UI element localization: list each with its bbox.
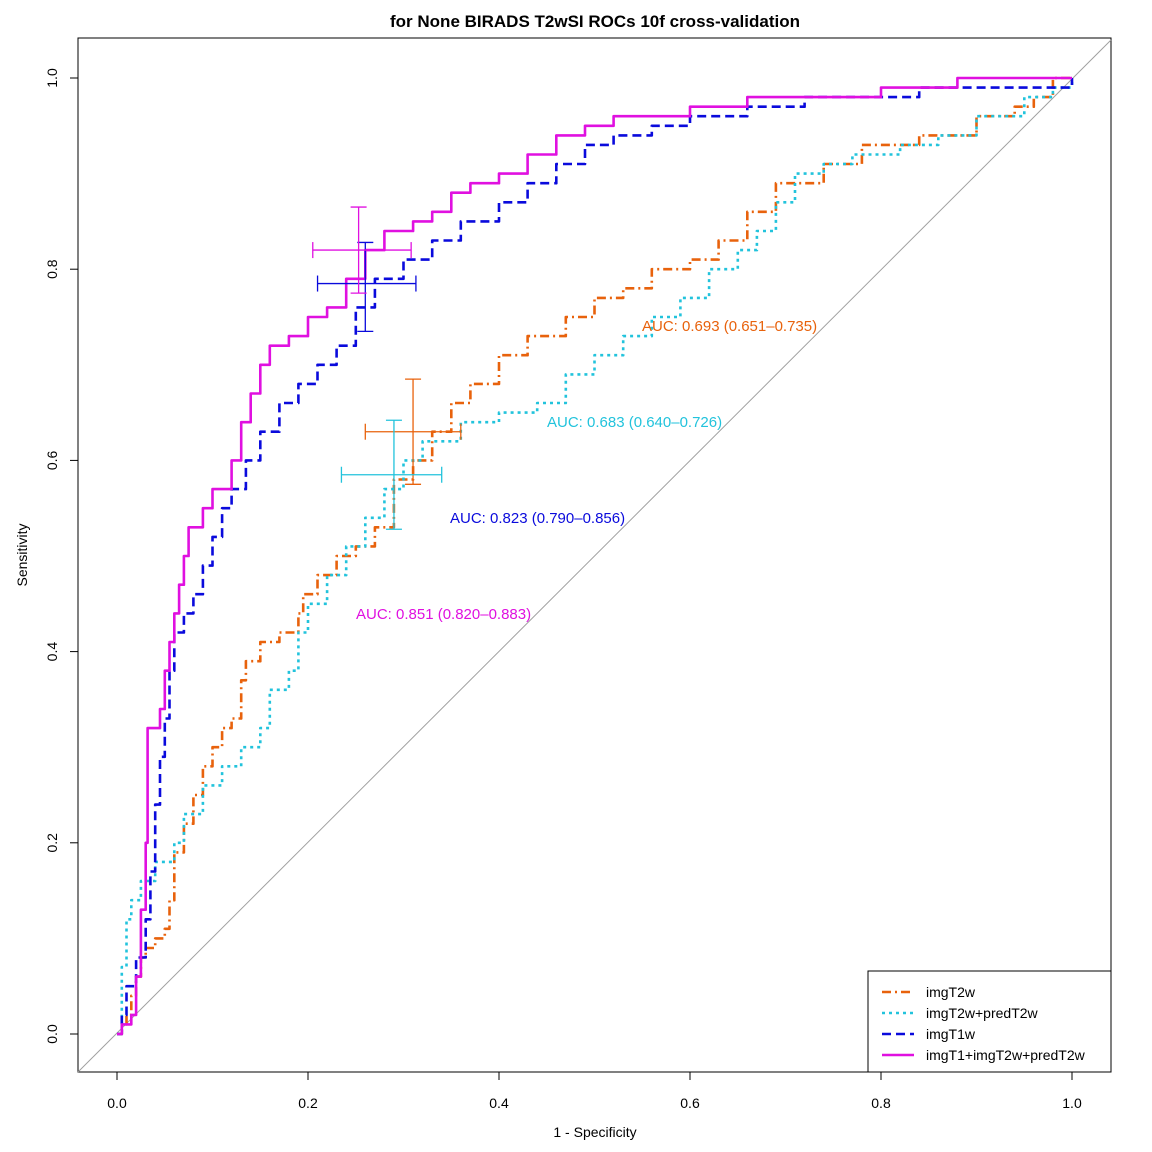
auc-labels: AUC: 0.693 (0.651–0.735) AUC: 0.683 (0.64… bbox=[356, 318, 817, 623]
auc-label-imgT2w+predT2w: AUC: 0.683 (0.640–0.726) bbox=[547, 414, 722, 431]
legend-label: imgT2w+predT2w bbox=[926, 1005, 1039, 1021]
auc-label-imgT1w: AUC: 0.823 (0.790–0.856) bbox=[450, 510, 625, 527]
roc-curve-imgT1+imgT2w+predT2w bbox=[117, 76, 1072, 1036]
x-axis-label: 1 - Specificity bbox=[553, 1124, 636, 1140]
y-tick-label: 0.0 bbox=[44, 1024, 60, 1044]
roc-curve-imgT2w+predT2w bbox=[117, 78, 1074, 1036]
crosshair-imgT2w+predT2w bbox=[340, 419, 443, 530]
y-tick-label: 0.2 bbox=[44, 833, 60, 853]
legend-label: imgT2w bbox=[926, 984, 976, 1000]
chart-title: for None BIRADS T2wSI ROCs 10f cross-val… bbox=[390, 12, 800, 31]
x-tick-label: 0.0 bbox=[107, 1095, 127, 1111]
legend: imgT2w imgT2w+predT2w imgT1w imgT1+imgT2w+p… bbox=[867, 970, 1112, 1073]
roc-curve-imgT1w bbox=[117, 78, 1074, 1036]
x-tick-label: 0.8 bbox=[871, 1095, 891, 1111]
reference-diagonal-line bbox=[77, 39, 1112, 1073]
legend-label: imgT1+imgT2w+predT2w bbox=[926, 1047, 1086, 1063]
roc-curves bbox=[117, 76, 1074, 1036]
crosshair-imgT2w bbox=[364, 378, 462, 485]
legend-label: imgT1w bbox=[926, 1026, 976, 1042]
operating-point-crosshairs bbox=[312, 206, 462, 530]
y-tick-label: 0.8 bbox=[44, 259, 60, 279]
auc-label-imgT1+imgT2w+predT2w: AUC: 0.851 (0.820–0.883) bbox=[356, 606, 531, 623]
y-axis-label: Sensitivity bbox=[14, 523, 30, 586]
y-tick-label: 0.4 bbox=[44, 642, 60, 662]
crosshair-imgT1w bbox=[316, 241, 417, 332]
crosshair-imgT1+imgT2w+predT2w bbox=[312, 206, 412, 294]
x-tick-label: 0.4 bbox=[489, 1095, 509, 1111]
reference-diagonal bbox=[77, 39, 1112, 1073]
y-axis: 0.0 0.2 0.4 0.6 0.8 1.0 bbox=[44, 68, 79, 1044]
auc-label-imgT2w: AUC: 0.693 (0.651–0.735) bbox=[642, 318, 817, 335]
y-tick-label: 1.0 bbox=[44, 68, 60, 88]
x-tick-label: 1.0 bbox=[1062, 1095, 1082, 1111]
x-tick-label: 0.2 bbox=[298, 1095, 318, 1111]
x-tick-label: 0.6 bbox=[680, 1095, 700, 1111]
y-tick-label: 0.6 bbox=[44, 450, 60, 470]
